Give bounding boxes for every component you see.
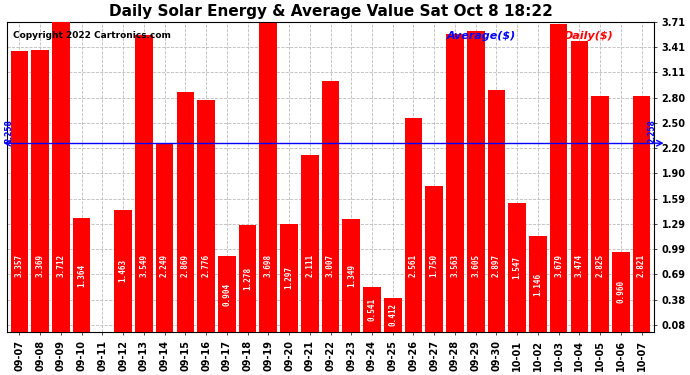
- Bar: [73, 218, 90, 332]
- Bar: [384, 298, 402, 332]
- Bar: [177, 92, 194, 332]
- Bar: [571, 42, 588, 332]
- Bar: [322, 81, 339, 332]
- Bar: [259, 23, 277, 332]
- Title: Daily Solar Energy & Average Value Sat Oct 8 18:22: Daily Solar Energy & Average Value Sat O…: [108, 4, 553, 19]
- Text: 0.541: 0.541: [368, 298, 377, 321]
- Text: 0.412: 0.412: [388, 303, 397, 326]
- Bar: [550, 24, 567, 332]
- Bar: [467, 30, 484, 332]
- Bar: [115, 210, 132, 332]
- Text: 3.357: 3.357: [15, 254, 24, 277]
- Text: 1.146: 1.146: [533, 273, 542, 296]
- Bar: [156, 144, 173, 332]
- Text: 1.278: 1.278: [243, 267, 252, 290]
- Bar: [426, 186, 443, 332]
- Text: 3.563: 3.563: [451, 254, 460, 277]
- Bar: [10, 51, 28, 332]
- Text: 3.007: 3.007: [326, 254, 335, 277]
- Text: 1.297: 1.297: [284, 266, 293, 290]
- Text: 3.369: 3.369: [36, 254, 45, 277]
- Bar: [197, 100, 215, 332]
- Bar: [342, 219, 360, 332]
- Bar: [239, 225, 257, 332]
- Bar: [591, 96, 609, 332]
- Text: 2.258: 2.258: [647, 119, 656, 143]
- Text: 2.249: 2.249: [160, 254, 169, 277]
- Text: 2.111: 2.111: [305, 254, 314, 277]
- Bar: [633, 96, 651, 332]
- Text: 1.364: 1.364: [77, 264, 86, 286]
- Bar: [52, 21, 70, 332]
- Bar: [446, 34, 464, 332]
- Text: Copyright 2022 Cartronics.com: Copyright 2022 Cartronics.com: [13, 31, 171, 40]
- Text: 0.960: 0.960: [616, 280, 625, 303]
- Text: Average($): Average($): [447, 31, 516, 41]
- Bar: [301, 156, 319, 332]
- Bar: [488, 90, 505, 332]
- Text: Daily($): Daily($): [564, 31, 613, 41]
- Bar: [363, 287, 381, 332]
- Text: 2.825: 2.825: [595, 254, 604, 277]
- Text: 2.869: 2.869: [181, 254, 190, 277]
- Bar: [218, 256, 235, 332]
- Text: 2.897: 2.897: [492, 254, 501, 277]
- Text: 1.463: 1.463: [119, 260, 128, 282]
- Text: 3.474: 3.474: [575, 254, 584, 277]
- Text: 3.605: 3.605: [471, 254, 480, 277]
- Text: 3.712: 3.712: [57, 254, 66, 277]
- Text: 1.750: 1.750: [430, 254, 439, 277]
- Bar: [280, 224, 298, 332]
- Text: 3.679: 3.679: [554, 254, 563, 277]
- Bar: [529, 236, 546, 332]
- Bar: [31, 50, 49, 332]
- Text: 1.547: 1.547: [513, 256, 522, 279]
- Text: 0.904: 0.904: [222, 283, 231, 306]
- Bar: [135, 35, 152, 332]
- Text: 1.349: 1.349: [347, 264, 356, 287]
- Text: 2.561: 2.561: [409, 254, 418, 277]
- Text: 2.776: 2.776: [201, 254, 210, 277]
- Text: 2.258: 2.258: [5, 119, 14, 143]
- Bar: [404, 118, 422, 332]
- Bar: [612, 252, 630, 332]
- Text: 3.549: 3.549: [139, 254, 148, 277]
- Text: 3.698: 3.698: [264, 254, 273, 277]
- Text: 2.821: 2.821: [637, 254, 646, 277]
- Bar: [509, 202, 526, 332]
